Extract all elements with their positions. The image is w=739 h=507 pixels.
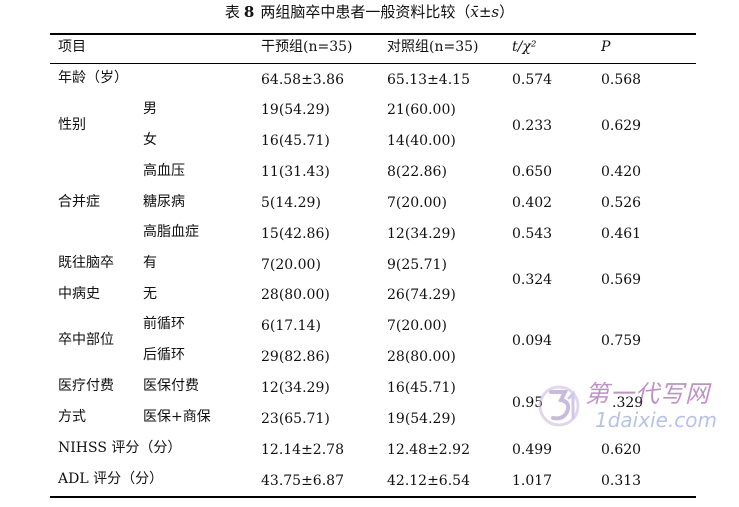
row-sex-female-label: 女 [143,132,157,148]
row-diabetes-label: 糖尿病 [143,194,185,210]
row-payment-p: .329 [612,395,644,411]
header-control: 对照组(n=35) [387,39,479,55]
row-hypertension-intervention: 11(31.43) [261,164,330,180]
row-sex-male-control: 21(60.00) [387,102,456,118]
row-comorbidity-label: 合并症 [58,194,100,210]
row-sex-male-intervention: 19(54.29) [261,102,330,118]
row-hypertension-control: 8(22.86) [387,164,447,180]
title-mean-symbol: x̄ [470,3,479,21]
watermark-english-text: 1daixie.com [595,408,718,432]
row-diabetes-p: 0.526 [601,195,642,211]
row-site-posterior-control: 28(80.00) [387,349,456,365]
row-history-label-line2: 中病史 [58,286,100,302]
row-diabetes-control: 7(20.00) [387,195,447,211]
title-prefix: 表 [224,3,240,21]
row-payment-mixed-control: 19(54.29) [387,411,456,427]
row-history-yes-control: 9(25.71) [387,257,447,273]
row-hyperlipidemia-stat: 0.543 [512,226,553,242]
row-sex-p: 0.629 [601,118,642,134]
row-hyperlipidemia-intervention: 15(42.86) [261,226,330,242]
row-adl-p: 0.313 [601,473,642,489]
title-text: 两组脑卒中患者一般资料比较（ [260,3,471,21]
row-payment-label-line2: 方式 [58,409,86,425]
row-history-p: 0.569 [601,272,642,288]
table-top-rule [50,33,696,35]
header-item: 项目 [58,39,86,55]
row-sex-stat: 0.233 [512,118,553,134]
row-history-label-line1: 既往脑卒 [58,255,114,271]
title-number: 8 [243,3,255,21]
row-age-p: 0.568 [601,72,642,88]
row-hyperlipidemia-label: 高脂血症 [143,224,199,240]
row-payment-label-line1: 医疗付费 [58,378,114,394]
row-adl-intervention: 43.75±6.87 [261,473,344,489]
row-site-label: 卒中部位 [58,332,114,348]
row-hypertension-stat: 0.650 [512,164,553,180]
row-age-control: 65.13±4.15 [387,72,470,88]
row-sex-label: 性别 [58,117,86,133]
row-nihss-control: 12.48±2.92 [387,442,470,458]
row-history-yes-label: 有 [143,255,157,271]
row-payment-insurance-label: 医保付费 [143,378,199,394]
row-site-posterior-intervention: 29(82.86) [261,349,330,365]
watermark-chinese-text: 第一代写网 [585,380,710,408]
row-payment-mixed-intervention: 23(65.71) [261,411,330,427]
row-hyperlipidemia-control: 12(34.29) [387,226,456,242]
row-site-posterior-label: 后循环 [143,347,185,363]
title-close: ） [499,3,515,21]
row-history-yes-intervention: 7(20.00) [261,257,321,273]
row-hyperlipidemia-p: 0.461 [601,226,642,242]
watermark: 第一代写网 1daixie.com [537,378,737,438]
row-sex-male-label: 男 [143,101,157,117]
table-header-rule [50,63,696,64]
row-payment-stat: 0.95 [512,395,544,411]
row-diabetes-intervention: 5(14.29) [261,195,321,211]
row-age-label: 年龄（岁） [58,70,128,86]
row-sex-female-intervention: 16(45.71) [261,133,330,149]
row-hypertension-p: 0.420 [601,164,642,180]
watermark-logo-icon [538,385,580,427]
header-intervention: 干预组(n=35) [261,39,353,55]
row-age-stat: 0.574 [512,72,553,88]
row-site-stat: 0.094 [512,333,553,349]
row-nihss-label: NIHSS 评分（分） [58,440,182,456]
row-nihss-stat: 0.499 [512,442,553,458]
row-diabetes-stat: 0.402 [512,195,553,211]
table-bottom-rule [50,496,696,498]
row-adl-control: 42.12±6.54 [387,473,470,489]
row-age-intervention: 64.58±3.86 [261,72,344,88]
row-payment-insurance-control: 16(45.71) [387,380,456,396]
row-site-anterior-control: 7(20.00) [387,318,447,334]
header-p: P [601,39,611,55]
row-payment-mixed-label: 医保+商保 [143,409,211,425]
header-stat: t/χ² [512,39,537,55]
row-nihss-p: 0.620 [601,442,642,458]
row-adl-stat: 1.017 [512,473,553,489]
row-history-stat: 0.324 [512,272,553,288]
row-nihss-intervention: 12.14±2.78 [261,442,344,458]
row-sex-female-control: 14(40.00) [387,133,456,149]
row-site-p: 0.759 [601,333,642,349]
row-history-no-control: 26(74.29) [387,287,456,303]
row-hypertension-label: 高血压 [143,163,185,179]
row-history-no-intervention: 28(80.00) [261,287,330,303]
row-site-anterior-intervention: 6(17.14) [261,318,321,334]
row-site-anterior-label: 前循环 [143,316,185,332]
row-adl-label: ADL 评分（分） [58,471,164,487]
row-payment-insurance-intervention: 12(34.29) [261,380,330,396]
title-sd: ±s [478,3,500,21]
row-history-no-label: 无 [143,286,157,302]
table-title: 表 8 两组脑卒中患者一般资料比较（x̄±s） [0,2,739,22]
